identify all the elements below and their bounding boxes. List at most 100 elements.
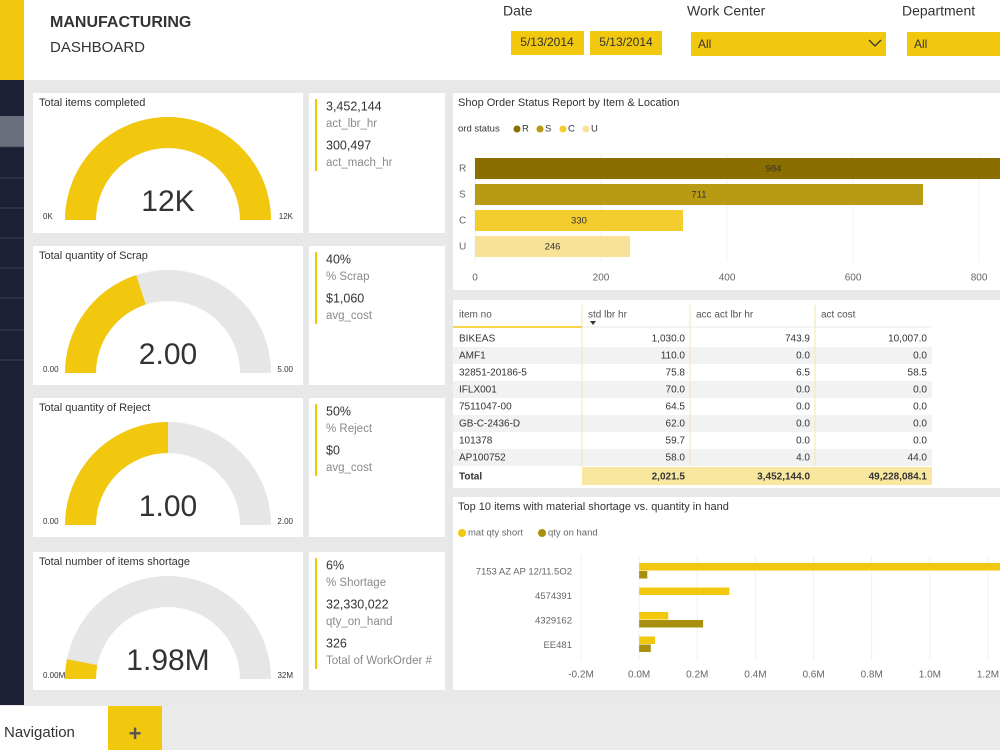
filter-label: Work Center — [687, 3, 766, 19]
tab[interactable] — [0, 706, 108, 750]
dropdown[interactable] — [691, 32, 886, 56]
gauge-value: 1.98M — [126, 644, 209, 677]
kpi-value: $1,060 — [326, 291, 364, 305]
x-tick-label: 0.8M — [861, 670, 883, 681]
legend-title: ord status — [458, 124, 500, 135]
legend-dot — [538, 529, 546, 537]
table-cell: 0.0 — [913, 436, 927, 447]
kpi-value: 50% — [326, 404, 351, 418]
gauge-value: 2.00 — [139, 338, 197, 371]
total-cell: 3,452,144.0 — [757, 472, 810, 483]
gauge-value: 12K — [141, 185, 194, 218]
table-cell: BIKEAS — [459, 334, 495, 345]
x-tick-label: 600 — [845, 273, 862, 284]
gauge-max: 32M — [277, 671, 293, 680]
add-tab-label: + — [129, 721, 142, 746]
gauge-min: 0.00 — [43, 365, 59, 374]
x-tick-label: 1.0M — [919, 670, 941, 681]
date-to: 5/13/2014 — [599, 35, 653, 49]
table-cell: 10,007.0 — [888, 334, 927, 345]
gauge-min: 0K — [43, 212, 53, 221]
dropdown[interactable] — [907, 32, 1000, 56]
header-title: MANUFACTURING — [50, 14, 191, 31]
column-header: act cost — [821, 310, 856, 321]
gauge-title: Total quantity of Scrap — [39, 250, 148, 262]
table-cell: 0.0 — [796, 385, 810, 396]
table-cell: 110.0 — [661, 351, 686, 362]
table-cell: 101378 — [459, 436, 493, 447]
kpi-label: act_mach_hr — [326, 157, 393, 169]
gauge-fill — [65, 116, 271, 220]
kpi-card — [309, 552, 445, 690]
tab-bar — [0, 705, 1000, 750]
bar — [639, 612, 669, 620]
table-cell: 75.8 — [666, 368, 686, 379]
gauge-track — [65, 575, 271, 679]
y-tick-label: 4329162 — [535, 616, 572, 627]
filter-label: Department — [902, 3, 975, 19]
column-header: acc act lbr hr — [696, 310, 754, 321]
bar — [639, 587, 730, 595]
date-from: 5/13/2014 — [520, 35, 574, 49]
side-nav-selected[interactable] — [0, 116, 24, 147]
gauge-fill — [65, 422, 168, 525]
gauge-value: 1.00 — [139, 490, 197, 523]
kpi-label: avg_cost — [326, 462, 373, 474]
kpi-value: 326 — [326, 636, 347, 650]
gauge-title: Total number of items shortage — [39, 556, 190, 568]
total-cell: Total — [459, 472, 482, 483]
table-cell: AP100752 — [459, 453, 506, 464]
add-tab[interactable] — [108, 706, 162, 750]
legend-dot — [513, 125, 521, 133]
row-stripe — [453, 347, 932, 364]
gauge-fill — [65, 659, 98, 679]
table-cell: 58.0 — [666, 453, 686, 464]
table-cell: 0.0 — [796, 436, 810, 447]
date-box[interactable] — [511, 31, 584, 55]
x-tick-label: 0.4M — [744, 670, 766, 681]
kpi-value: 32,330,022 — [326, 597, 389, 611]
legend-label: R — [522, 124, 529, 135]
bar — [639, 644, 651, 652]
kpi-card — [309, 246, 445, 385]
total-cell: 49,228,084.1 — [869, 472, 928, 483]
kpi-label: % Shortage — [326, 577, 386, 589]
table-cell: 0.0 — [913, 385, 927, 396]
gauge-min: 0.00 — [43, 517, 59, 526]
kpi-card — [309, 398, 445, 537]
total-row — [582, 467, 932, 485]
kpi-value: $0 — [326, 443, 340, 457]
kpi-value: 40% — [326, 252, 351, 266]
table-cell: 58.5 — [908, 368, 928, 379]
logo-strip — [0, 0, 24, 80]
filter-label: Date — [503, 3, 533, 19]
table-cell: 0.0 — [913, 419, 927, 430]
y-tick-label: EE481 — [543, 640, 572, 651]
side-nav-separators — [0, 146, 24, 361]
table-cell: 7511047-00 — [459, 402, 512, 413]
x-tick-label: 800 — [971, 273, 988, 284]
chart-title: Top 10 items with material shortage vs. … — [458, 501, 729, 513]
legend-label: S — [545, 124, 551, 135]
gauge-title: Total items completed — [39, 97, 145, 109]
table-cell: AMF1 — [459, 351, 486, 362]
x-tick-label: 0.6M — [802, 670, 824, 681]
legend-dot — [458, 529, 466, 537]
column-header: std lbr hr — [588, 310, 628, 321]
column-header: item no — [459, 310, 492, 321]
table-cell: 0.0 — [913, 351, 927, 362]
kpi-label: qty_on_hand — [326, 616, 393, 628]
table-cell: 0.0 — [796, 419, 810, 430]
bar — [475, 184, 924, 205]
kpi-value: 300,497 — [326, 138, 371, 152]
bar — [639, 636, 656, 644]
bar-label: 711 — [691, 190, 706, 201]
legend-label: U — [591, 124, 598, 135]
date-box[interactable] — [590, 31, 662, 55]
table-cell: 64.5 — [666, 402, 686, 413]
kpi-value: 6% — [326, 558, 344, 572]
x-tick-label: 400 — [719, 273, 736, 284]
table-cell: 59.7 — [666, 436, 686, 447]
x-tick-label: -0.2M — [568, 670, 594, 681]
table-cell: 4.0 — [796, 453, 810, 464]
